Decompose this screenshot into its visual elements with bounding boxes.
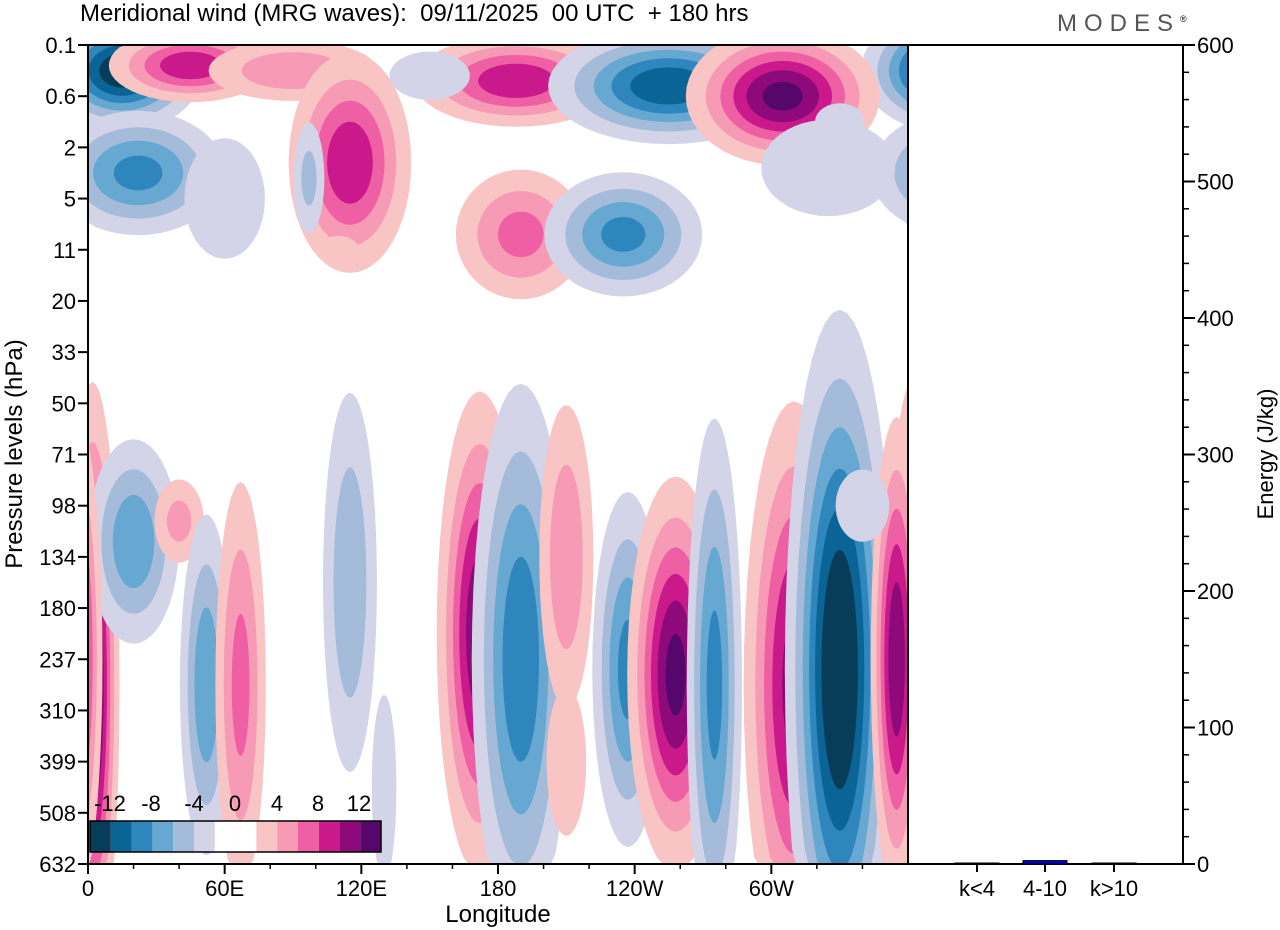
y-tick-label: 71 <box>52 443 76 468</box>
contour-blob <box>762 81 803 111</box>
colorbar-frame <box>89 820 382 853</box>
energy-category-label: k<4 <box>959 876 995 901</box>
y-tick-label: 98 <box>52 494 76 519</box>
y-tick-label: 20 <box>52 289 76 314</box>
chart-title: Meridional wind (MRG waves): 09/11/2025 … <box>80 0 749 27</box>
contour-blob <box>112 494 155 589</box>
energy-tick-label: 0 <box>1197 852 1209 877</box>
colorbar-swatch <box>90 821 111 852</box>
colorbar-swatch <box>110 821 132 852</box>
contour-blob <box>601 217 646 252</box>
contour-blob <box>333 467 367 698</box>
y-tick-label: 50 <box>52 391 76 416</box>
colorbar-swatch <box>277 821 298 852</box>
y-tick-label: 237 <box>39 647 76 672</box>
y-tick-label: 508 <box>39 801 76 826</box>
energy-bar <box>1091 862 1137 865</box>
x-tick-label: 120W <box>606 876 664 901</box>
contour-blob <box>498 211 544 258</box>
colorbar: -12 -8 -4 0 4 8 12 <box>89 791 382 853</box>
x-tick-label: 60W <box>749 876 794 901</box>
contour-blob <box>502 556 539 762</box>
colorbar-swatch <box>173 821 194 852</box>
y-tick-label: 180 <box>39 596 76 621</box>
contour-blob <box>478 63 555 98</box>
colorbar-label: 12 <box>347 791 371 816</box>
y-tick-label: 5 <box>64 187 76 212</box>
contour-blob <box>327 121 373 204</box>
colorbar-swatch <box>131 821 153 852</box>
y-tick-label: 11 <box>53 238 76 263</box>
y-tick-label: 399 <box>39 750 76 775</box>
contour-field <box>88 45 908 864</box>
colorbar-swatch <box>256 821 278 852</box>
y-tick-label: 0.1 <box>45 33 76 58</box>
contour-blob <box>184 138 265 259</box>
contour-blob <box>113 155 163 191</box>
energy-tick-label: 100 <box>1197 716 1234 741</box>
contour-blob <box>888 582 905 737</box>
contour-blob <box>761 119 896 217</box>
energy-bar <box>954 862 1000 865</box>
contour-blob <box>88 508 93 810</box>
contour-blob <box>546 687 587 836</box>
colorbar-swatch <box>360 821 382 852</box>
energy-tick-label: 400 <box>1197 306 1234 331</box>
colorbar-label: -4 <box>184 791 204 816</box>
colorbar-swatch <box>235 821 257 852</box>
y-tick-label: 33 <box>52 340 76 365</box>
energy-axis-label: Energy (J/kg) <box>1253 389 1278 520</box>
colorbar-swatch <box>214 821 236 852</box>
y-axis-label: Pressure levels (hPa) <box>1 339 28 568</box>
contour-blob <box>665 633 686 716</box>
y-tick-label: 632 <box>39 852 76 877</box>
contour-blob <box>194 607 219 763</box>
x-axis-label: Longitude <box>445 901 550 928</box>
energy-frame <box>907 44 1184 865</box>
x-tick-label: 60E <box>205 876 244 901</box>
contour-blob <box>389 51 470 100</box>
y-tick-label: 0.6 <box>45 84 76 109</box>
contour-blob <box>301 150 317 206</box>
colorbar-swatch <box>152 821 174 852</box>
colorbar-swatch <box>194 821 215 852</box>
energy-bar <box>1022 860 1068 865</box>
colorbar-label: -12 <box>94 791 126 816</box>
contour-blob <box>549 464 583 650</box>
energy-tick-label: 600 <box>1197 33 1234 58</box>
contour-blob <box>815 103 865 141</box>
colorbar-swatch <box>298 821 319 852</box>
energy-category-label: 4-10 <box>1023 876 1067 901</box>
registered-mark: ® <box>1180 14 1187 24</box>
x-tick-label: 120E <box>336 876 387 901</box>
contour-blob <box>835 469 890 542</box>
modes-logo: MODES <box>1057 10 1181 37</box>
energy-tick-label: 500 <box>1197 170 1234 195</box>
contour-blob <box>231 613 250 756</box>
contour-blob <box>160 51 221 80</box>
y-tick-label: 2 <box>64 135 76 160</box>
contour-blob <box>894 127 908 219</box>
energy-tick-label: 300 <box>1197 443 1234 468</box>
colorbar-swatch <box>339 821 361 852</box>
contour-blob <box>821 549 858 790</box>
contour-blob <box>898 45 908 104</box>
contour-blob <box>166 500 192 542</box>
colorbar-label: 8 <box>312 791 324 816</box>
contour-blob <box>706 610 723 760</box>
x-tick-label: 180 <box>480 876 517 901</box>
y-tick-label: 134 <box>39 545 76 570</box>
contour-blob <box>318 235 360 264</box>
colorbar-swatch <box>318 821 340 852</box>
colorbar-label: -8 <box>141 791 161 816</box>
x-tick-label: 0 <box>82 876 94 901</box>
colorbar-label: 0 <box>229 791 241 816</box>
energy-category-label: k>10 <box>1090 876 1138 901</box>
y-tick-label: 310 <box>39 698 76 723</box>
colorbar-label: 4 <box>271 791 283 816</box>
energy-tick-label: 200 <box>1197 579 1234 604</box>
